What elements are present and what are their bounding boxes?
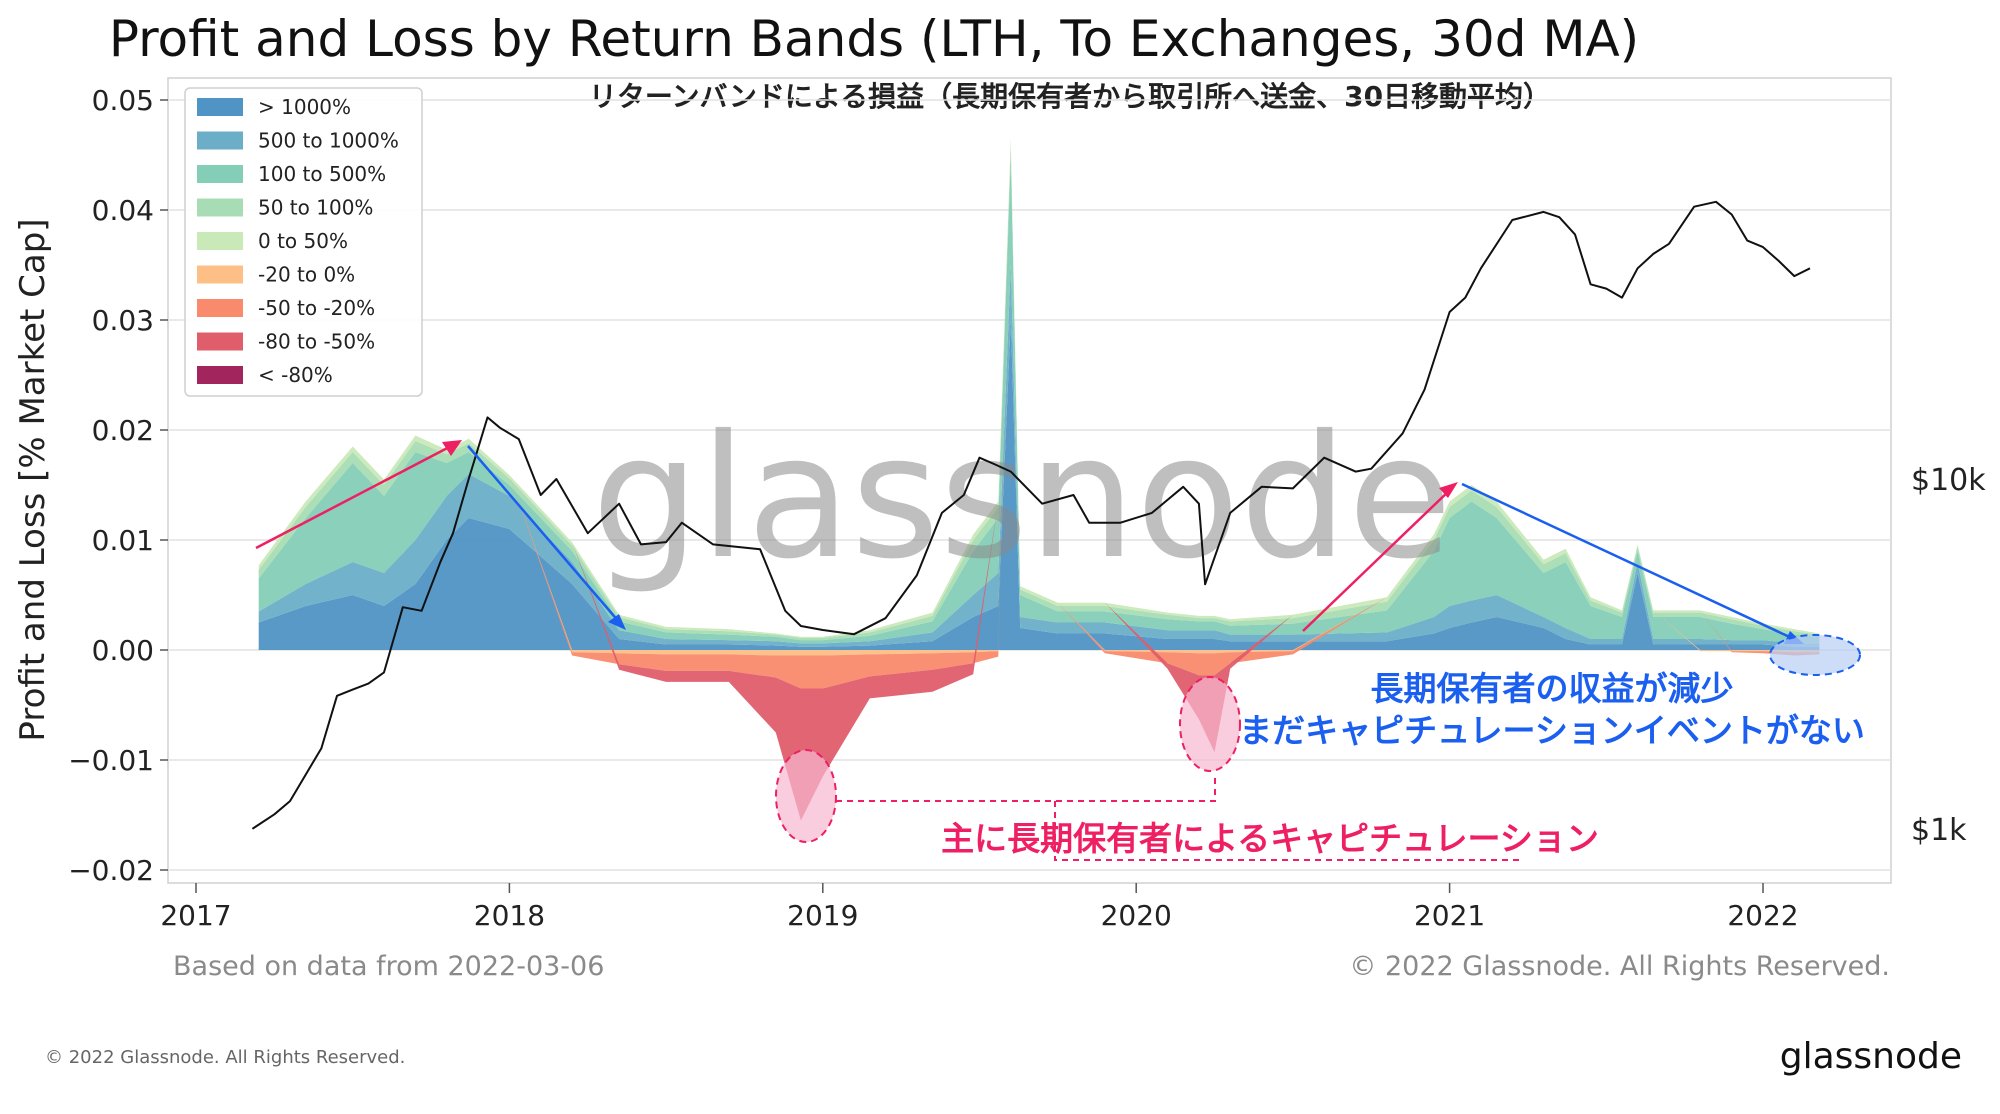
legend-label: 500 to 1000% [258,129,399,153]
legend-label: -20 to 0% [258,263,355,287]
y-axis-ticks: 0.05 0.04 0.03 0.02 0.01 0.00 −0.01 −0.02 [68,84,168,887]
right-axis-ticks: $10k $1k [1911,463,1986,848]
legend-swatch [197,198,243,217]
chart-subtitle: リターンバンドによる損益（長期保有者から取引所へ送金、30日移動平均） [589,80,1551,113]
x-tick-label: 2019 [787,899,858,932]
band-area [258,320,1820,650]
legend-label: 50 to 100% [258,196,373,220]
red-arrowhead-2017 [442,440,462,456]
blue-trend-arrow-2021 [1461,482,1797,642]
legend-swatch [197,131,243,150]
y-tick-label: 0.03 [92,304,154,337]
capitulation-bracket-stem [1054,801,1520,861]
copyright-page: © 2022 Glassnode. All Rights Reserved. [45,1047,405,1068]
price-line [251,200,1811,830]
plot-frame [167,77,1892,884]
legend-label: > 1000% [258,95,351,119]
legend-label: -50 to -20% [258,296,375,320]
legend-swatch [197,98,243,116]
legend-label: 0 to 50% [258,229,348,253]
legend-swatch [197,299,243,317]
y-tick-label: −0.01 [68,744,154,777]
legend: > 1000% 500 to 1000% 100 to 500% 50 to 100%… [184,87,423,397]
data-source-note: Based on data from 2022-03-06 [173,951,604,982]
blue-arrowhead-2018 [608,614,626,630]
capitulation-ellipse-2018 [775,749,837,843]
x-tick-label: 2017 [160,899,231,932]
current-highlight-ellipse [1769,634,1861,676]
legend-label: -80 to -50% [258,330,375,354]
blue-trend-arrow-2018 [467,445,621,624]
y-tick-label: 0.01 [92,524,154,557]
y-axis-label: Profit and Loss [% Market Cap] [13,218,53,741]
annotations: 長期保有者の収益が減少 まだキャピチュレーションイベントがない 主に長期保有者に… [255,440,1865,861]
red-arrowhead-2020 [1439,482,1458,498]
x-tick-label: 2021 [1414,899,1485,932]
red-trend-arrow-2020 [1302,487,1453,632]
y-tick-label: 0.05 [92,84,154,117]
legend-box [184,87,423,397]
legend-swatch [197,232,243,250]
red-annotation: 主に長期保有者によるキャピチュレーション [941,819,1599,858]
x-tick-label: 2022 [1727,899,1798,932]
watermark: glassnode [592,399,1453,597]
x-tick-label: 2020 [1101,899,1172,932]
x-axis-ticks: 2017 2018 2019 2020 2021 2022 [160,883,1799,932]
right-tick-label: $1k [1911,813,1967,848]
blue-annotation-line1: 長期保有者の収益が減少 [1371,669,1734,708]
right-tick-label: $10k [1911,463,1986,498]
legend-swatch [197,332,243,351]
blue-annotation-line2: まだキャピチュレーションイベントがない [1239,711,1865,750]
y-tick-label: −0.02 [68,854,154,887]
y-tick-label: 0.02 [92,414,154,447]
brand-logo: glassnode [1780,1036,1962,1077]
price-series [251,200,1811,830]
y-tick-label: 0.04 [92,194,154,227]
legend-label: < -80% [258,363,333,387]
capitulation-bracket [836,773,1216,802]
band-areas [258,138,1820,821]
legend-label: 100 to 500% [258,162,386,186]
copyright-chart: © 2022 Glassnode. All Rights Reserved. [1349,951,1890,982]
x-tick-label: 2018 [474,899,545,932]
chart-title: Profit and Loss by Return Bands (LTH, To… [109,10,1639,68]
legend-swatch [197,265,243,284]
capitulation-ellipse-2020 [1179,676,1241,772]
y-tick-label: 0.00 [92,634,154,667]
plot-area: glassnode [167,77,1892,884]
legend-swatch [197,165,243,183]
red-trend-arrow-2017 [255,442,456,550]
legend-swatch [197,366,243,384]
